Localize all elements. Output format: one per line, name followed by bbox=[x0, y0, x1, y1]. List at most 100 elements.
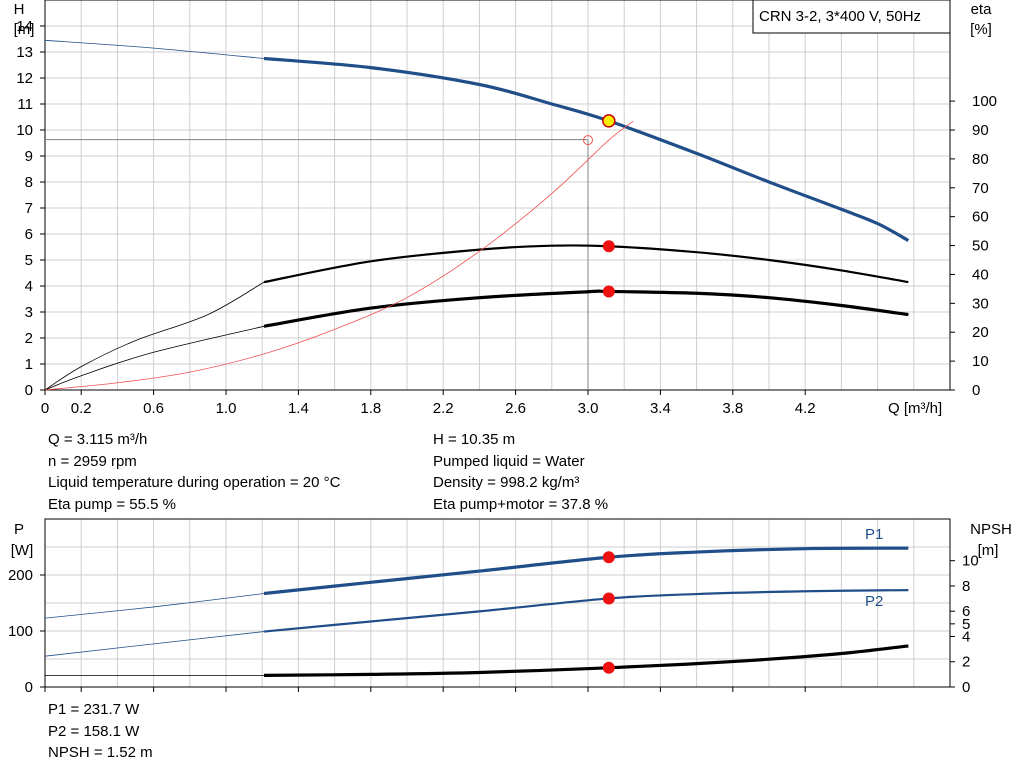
x-tick-label: 2.6 bbox=[505, 400, 526, 417]
left-tick-label: 5 bbox=[25, 252, 33, 269]
left-tick-label: 7 bbox=[25, 200, 33, 217]
p2-curve-thin bbox=[44, 631, 265, 657]
bottom-chart-grid bbox=[45, 519, 950, 687]
right-tick-label: 0 bbox=[972, 382, 980, 399]
right-tick-label: 5 bbox=[962, 616, 970, 633]
left-tick-label: 100 bbox=[8, 623, 33, 640]
left-tick-label: 9 bbox=[25, 148, 33, 165]
left-tick-label: 200 bbox=[8, 567, 33, 584]
left-tick-label: 8 bbox=[25, 174, 33, 191]
top-chart-grid bbox=[45, 0, 950, 390]
bottom-left-axis-label-2: [W] bbox=[11, 542, 34, 559]
right-tick-label: 2 bbox=[962, 654, 970, 671]
left-tick-label: 6 bbox=[25, 226, 33, 243]
info-speed: n = 2959 rpm bbox=[48, 452, 137, 470]
head-curve-marker bbox=[602, 114, 616, 128]
info-eta-pump-motor: Eta pump+motor = 37.8 % bbox=[433, 495, 609, 513]
top-left-axis-label-1: H bbox=[14, 1, 25, 18]
bottom-plot-frame bbox=[44, 518, 951, 688]
left-tick-label: 3 bbox=[25, 304, 33, 321]
left-tick-label: 12 bbox=[16, 70, 33, 87]
right-tick-label: 70 bbox=[972, 180, 989, 197]
left-tick-label: 4 bbox=[25, 278, 33, 295]
x-tick-label: 1.4 bbox=[288, 400, 309, 417]
right-tick-label: 80 bbox=[972, 151, 989, 168]
right-tick-label: 10 bbox=[962, 553, 979, 570]
left-tick-label: 10 bbox=[16, 122, 33, 139]
p1-curve-marker bbox=[602, 551, 615, 564]
eta-pump-curve-marker bbox=[602, 240, 615, 253]
eta-total-curve-thin bbox=[44, 325, 265, 391]
info-npsh: NPSH = 1.52 m bbox=[48, 744, 153, 761]
p1-curve-thin bbox=[44, 593, 265, 619]
left-tick-label: 11 bbox=[17, 96, 33, 113]
x-tick-label: 1.0 bbox=[216, 400, 237, 417]
x-tick-label: 4.2 bbox=[795, 400, 816, 417]
left-tick-label: 0 bbox=[25, 382, 33, 399]
eta-total-curve-thick bbox=[263, 289, 909, 328]
top-right-axis-label-2: [%] bbox=[970, 21, 992, 38]
left-tick-label: 13 bbox=[16, 44, 33, 61]
info-liquid: Pumped liquid = Water bbox=[433, 452, 585, 470]
p1-curve-thick bbox=[263, 546, 909, 596]
right-tick-label: 50 bbox=[972, 238, 989, 255]
series-label-p1: P1 bbox=[865, 526, 883, 543]
top-plot-frame bbox=[44, 0, 951, 391]
bottom-left-axis-label-1: P bbox=[14, 521, 24, 538]
x-tick-label: 2.2 bbox=[433, 400, 454, 417]
chart-title: CRN 3-2, 3*400 V, 50Hz bbox=[759, 8, 921, 25]
info-head: H = 10.35 m bbox=[433, 431, 516, 448]
top-chart-ticks: 0 0.2 0.6 1.0 1.4 1.8 2.2 2.6 3.0 3.4 3.8 4.2012345… bbox=[16, 18, 997, 417]
eta-pump-curve-thick bbox=[263, 244, 909, 284]
info-p1: P1 = 231.7 W bbox=[48, 701, 140, 718]
info-p2: P2 = 158.1 W bbox=[48, 722, 140, 740]
right-tick-label: 8 bbox=[962, 578, 970, 595]
left-tick-label: 2 bbox=[25, 330, 33, 347]
series-label-p2: P2 bbox=[865, 593, 883, 610]
right-tick-label: 60 bbox=[972, 209, 989, 226]
left-tick-label: 14 bbox=[16, 18, 33, 35]
info-flow: Q = 3.115 m³/h bbox=[48, 431, 148, 448]
left-tick-label: 1 bbox=[25, 356, 33, 373]
right-tick-label: 100 bbox=[972, 93, 997, 110]
head-curve-thick bbox=[263, 56, 910, 242]
operating-info-right: H = 10.35 m Pumped liquid = Water Densit… bbox=[433, 429, 608, 515]
bottom-chart-ticks: 0 100 200 0 2 456 8 10 bbox=[8, 553, 979, 696]
right-tick-label: 4 bbox=[962, 628, 970, 645]
top-chart-curves bbox=[44, 39, 910, 391]
right-tick-label: 0 bbox=[962, 679, 970, 696]
info-eta-pump: Eta pump = 55.5 % bbox=[48, 495, 176, 513]
x-tick-label: 3.0 bbox=[578, 400, 599, 417]
left-tick-label: 0 bbox=[25, 679, 33, 696]
eta-pump-curve-thin bbox=[44, 281, 265, 391]
eta-system-curve-marker bbox=[583, 135, 593, 146]
p2-curve-thick bbox=[263, 589, 909, 633]
right-tick-label: 90 bbox=[972, 122, 989, 139]
x-axis-label: Q [m³/h] bbox=[888, 400, 942, 417]
top-left-axis-label-2: [m] bbox=[14, 21, 35, 38]
head-curve-thin bbox=[44, 39, 265, 59]
x-tick-label: 3.4 bbox=[650, 400, 671, 417]
eta-total-curve-marker bbox=[602, 285, 615, 298]
x-tick-label: 0.2 bbox=[71, 400, 92, 417]
npsh-curve-thick bbox=[263, 644, 909, 677]
x-tick-label: 0 bbox=[41, 400, 49, 417]
right-tick-label: 30 bbox=[972, 295, 989, 312]
right-tick-label: 6 bbox=[962, 603, 970, 620]
right-tick-label: 40 bbox=[972, 266, 989, 283]
p2-curve-marker bbox=[602, 592, 615, 605]
info-temperature: Liquid temperature during operation = 20… bbox=[48, 474, 341, 491]
bottom-chart-curves bbox=[44, 546, 909, 677]
top-right-axis-label-1: eta bbox=[971, 1, 993, 18]
bottom-right-axis-label-2: [m] bbox=[978, 542, 999, 559]
power-info: P1 = 231.7 W P2 = 158.1 W NPSH = 1.52 m bbox=[48, 699, 153, 764]
title-box bbox=[752, 0, 951, 34]
right-tick-label: 10 bbox=[972, 353, 989, 370]
x-tick-label: 1.8 bbox=[360, 400, 381, 417]
npsh-curve-marker bbox=[602, 661, 615, 674]
operating-info-left: Q = 3.115 m³/h n = 2959 rpm Liquid tempe… bbox=[48, 429, 340, 515]
eta-system-curve-thin bbox=[44, 121, 634, 391]
right-tick-label: 20 bbox=[972, 324, 989, 341]
x-tick-label: 3.8 bbox=[722, 400, 743, 417]
